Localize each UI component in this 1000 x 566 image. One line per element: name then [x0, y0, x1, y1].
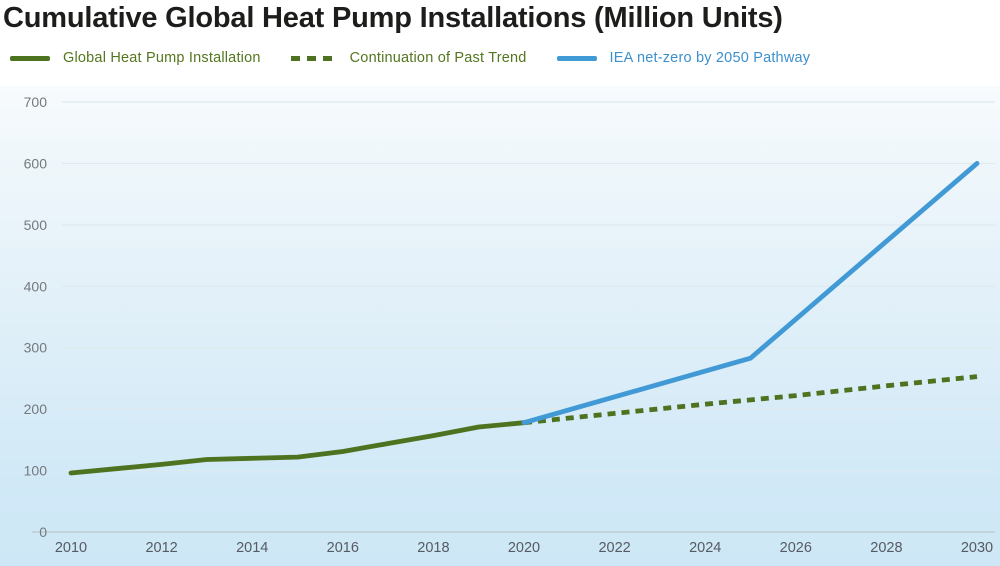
- y-tick-label: 0: [39, 524, 47, 540]
- legend-swatch-solid-green-icon: [10, 55, 50, 61]
- series-line-2: [521, 160, 980, 426]
- x-tick-label: 2012: [145, 540, 177, 556]
- x-tick-label: 2026: [780, 540, 812, 556]
- plot-background: [0, 86, 1000, 566]
- x-tick-label: 2018: [417, 540, 449, 556]
- series-line-0: [68, 420, 527, 476]
- y-tick-label: 600: [24, 155, 48, 171]
- x-tick-label: 2024: [689, 540, 721, 556]
- x-tick-label: 2028: [870, 540, 902, 556]
- legend: Global Heat Pump Installation Continuati…: [10, 50, 810, 66]
- y-tick-label: 100: [24, 463, 48, 479]
- series-line-1: [523, 374, 978, 426]
- x-tick-label: 2022: [598, 540, 630, 556]
- legend-swatch-dashed-green-icon: [290, 55, 337, 61]
- y-tick-label: 700: [24, 94, 48, 110]
- x-tick-label: 2014: [236, 540, 268, 556]
- legend-item-installation: Global Heat Pump Installation: [10, 50, 261, 66]
- x-tick-label: 2016: [327, 540, 359, 556]
- legend-label-iea-pathway: IEA net-zero by 2050 Pathway: [609, 50, 811, 66]
- x-tick-label: 2010: [55, 540, 87, 556]
- x-tick-label: 2030: [961, 540, 993, 556]
- legend-item-past-trend: Continuation of Past Trend: [290, 50, 527, 66]
- y-tick-label: 200: [24, 401, 48, 417]
- y-tick-label: 500: [24, 217, 48, 233]
- legend-label-installation: Global Heat Pump Installation: [63, 50, 261, 66]
- legend-label-past-trend: Continuation of Past Trend: [349, 50, 527, 66]
- legend-swatch-solid-blue-icon: [556, 55, 597, 61]
- y-tick-label: 400: [24, 278, 48, 294]
- legend-item-iea-pathway: IEA net-zero by 2050 Pathway: [556, 50, 811, 66]
- y-tick-label: 300: [24, 340, 48, 356]
- x-tick-label: 2020: [508, 540, 540, 556]
- chart-title: Cumulative Global Heat Pump Installation…: [3, 2, 783, 34]
